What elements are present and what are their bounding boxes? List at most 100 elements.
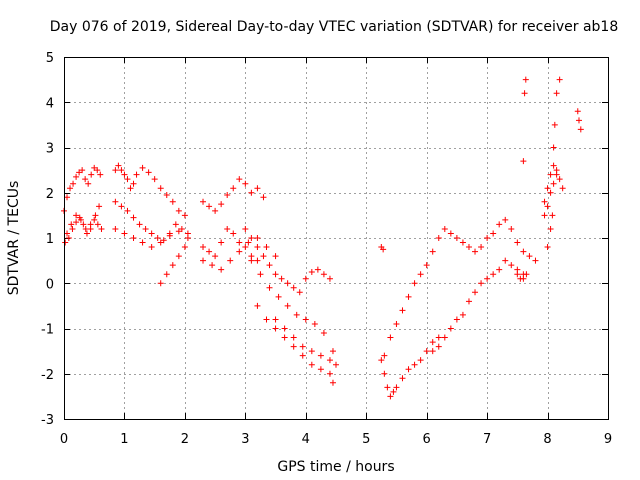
data-point [248,235,255,241]
data-point [317,366,324,373]
data-point [299,343,306,350]
data-point [127,185,134,192]
data-point [508,262,515,269]
data-point [544,203,551,210]
data-point [329,348,336,355]
data-point [64,230,71,237]
data-point [91,216,98,223]
data-point [275,293,282,300]
data-point [87,221,94,228]
y-tick-label: 1 [46,232,54,247]
data-point [523,271,530,278]
data-point [62,239,69,246]
data-point [218,239,225,246]
data-point [92,212,99,219]
axis-ticks: 0 1 2 3 4 5 6 7 8 9 -3 -2 -1 0 1 2 3 4 5 [41,51,612,447]
data-point [157,280,164,287]
data-point [384,384,391,391]
data-point [326,370,333,377]
x-tick-label: 0 [60,432,68,447]
data-point [284,280,291,287]
y-tick-label: 3 [46,142,54,157]
data-point [405,293,412,300]
data-point [224,225,231,232]
data-point [266,284,273,291]
data-point [281,325,288,332]
data-point [429,339,436,346]
data-point [502,216,509,223]
data-point [242,180,249,187]
data-point [97,171,104,178]
data-point [200,257,207,264]
data-point [381,370,388,377]
data-point [242,244,249,251]
data-point [272,253,279,260]
data-point [520,158,527,165]
data-point [541,212,548,219]
data-point [73,219,80,226]
data-point [577,126,584,133]
data-point [441,225,448,232]
data-point [136,221,143,228]
y-tick-label: 4 [46,96,54,111]
data-point [544,185,551,192]
x-tick-label: 1 [120,432,128,447]
data-point [278,275,285,282]
data-point [91,164,98,171]
data-point [496,266,503,273]
data-point [85,180,92,187]
data-point [157,239,164,246]
data-point [484,275,491,282]
data-point [417,357,424,364]
data-point [254,244,261,251]
data-point [490,271,497,278]
data-point [200,198,207,205]
data-point [459,239,466,246]
x-tick-label: 3 [241,432,249,447]
data-point [574,108,581,115]
data-point [393,384,400,391]
data-point [405,366,412,373]
x-tick-label: 8 [543,432,551,447]
data-point [290,284,297,291]
data-point [130,180,137,187]
data-point [160,237,167,244]
x-tick-label: 7 [483,432,491,447]
data-point [266,262,273,269]
data-point [166,232,173,239]
data-point [224,192,231,199]
data-point [417,271,424,278]
data-point [423,348,430,355]
data-point [96,203,103,210]
data-point [124,176,131,183]
data-point [254,257,261,264]
y-axis-label: SDTVAR / TECUs [6,181,22,296]
data-point [465,244,472,251]
y-tick-label: 0 [46,277,54,292]
data-point [254,302,261,309]
data-point [435,334,442,341]
data-point [553,171,560,178]
data-point [508,225,515,232]
data-point [514,239,521,246]
data-point [184,235,191,241]
data-point [520,275,527,282]
y-tick-label: -3 [41,413,54,428]
grid-lines [64,57,608,419]
data-point [447,230,454,237]
data-point [550,162,557,169]
data-point [169,198,176,205]
data-point [115,162,122,169]
data-point [311,320,318,327]
data-point [381,352,388,359]
data-point [218,266,225,273]
data-point [429,348,436,355]
data-point [130,235,137,241]
data-point [236,239,243,246]
data-point [378,357,385,364]
data-point [549,212,556,219]
data-point [290,334,297,341]
data-point [121,171,128,178]
data-point [80,221,87,228]
